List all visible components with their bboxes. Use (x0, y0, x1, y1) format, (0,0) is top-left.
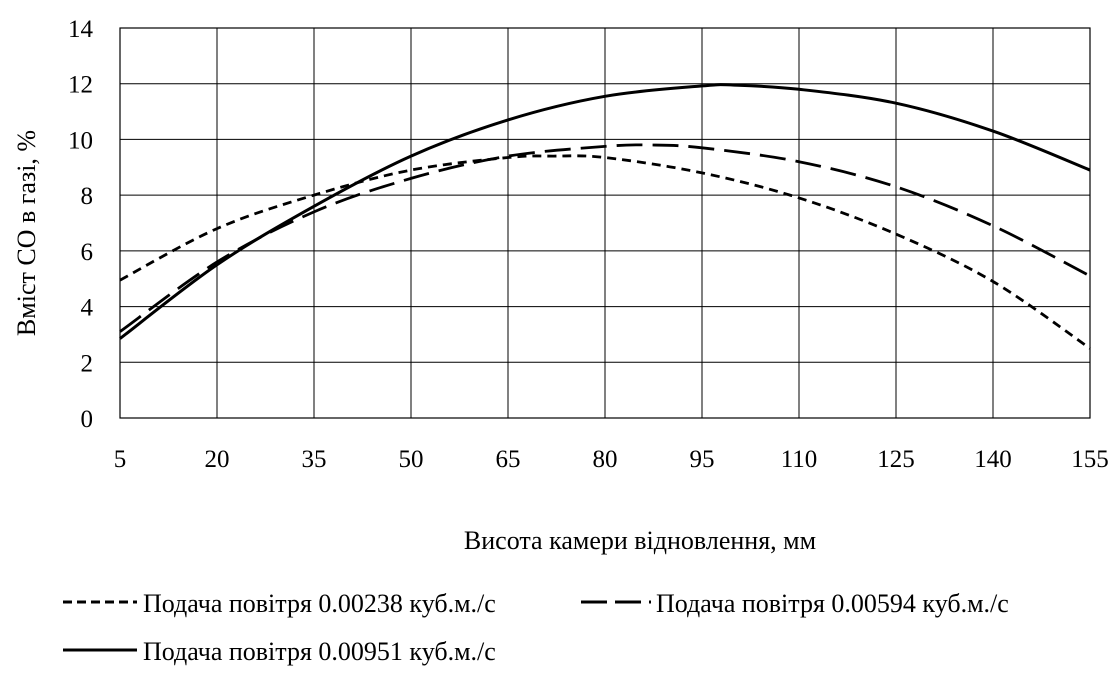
y-axis-title: Вміст CO в газі, % (12, 130, 41, 336)
x-tick-label: 50 (399, 446, 424, 473)
x-tick-label: 80 (593, 446, 618, 473)
y-tick-label: 14 (68, 16, 94, 43)
y-tick-label: 8 (81, 183, 94, 210)
y-tick-label: 4 (81, 295, 94, 322)
x-axis-title: Висота камери відновлення, мм (464, 526, 816, 555)
y-tick-label: 2 (81, 350, 94, 377)
legend-label: Подача повітря 0.00594 куб.м./с (656, 589, 1009, 618)
x-tick-label: 35 (302, 446, 327, 473)
x-tick-label: 125 (877, 446, 915, 473)
x-tick-label: 5 (114, 446, 127, 473)
x-tick-label: 20 (205, 446, 230, 473)
series-line-2 (119, 143, 1091, 333)
y-tick-label: 10 (68, 127, 93, 154)
series-line-1 (119, 154, 1091, 350)
x-tick-label: 155 (1071, 446, 1109, 473)
y-tick-label: 6 (81, 239, 94, 266)
legend-label: Подача повітря 0.00951 куб.м./с (143, 637, 496, 666)
x-tick-label: 140 (974, 446, 1012, 473)
x-tick-label: 110 (781, 446, 818, 473)
plot-frame (119, 27, 1091, 419)
legend: Подача повітря 0.00238 куб.м./с Подача по… (63, 589, 1009, 666)
y-tick-label: 0 (81, 406, 94, 433)
series-line-3 (119, 83, 1091, 340)
ticks: 5 20 35 50 65 80 95 110 125 140 155 0 2 4 6 8 10 12 14 (68, 16, 1109, 473)
x-tick-label: 95 (690, 446, 715, 473)
x-tick-label: 65 (496, 446, 521, 473)
legend-label: Подача повітря 0.00238 куб.м./с (143, 589, 496, 618)
y-tick-label: 12 (68, 72, 93, 99)
grid (119, 27, 1091, 419)
series-layer (119, 83, 1091, 350)
